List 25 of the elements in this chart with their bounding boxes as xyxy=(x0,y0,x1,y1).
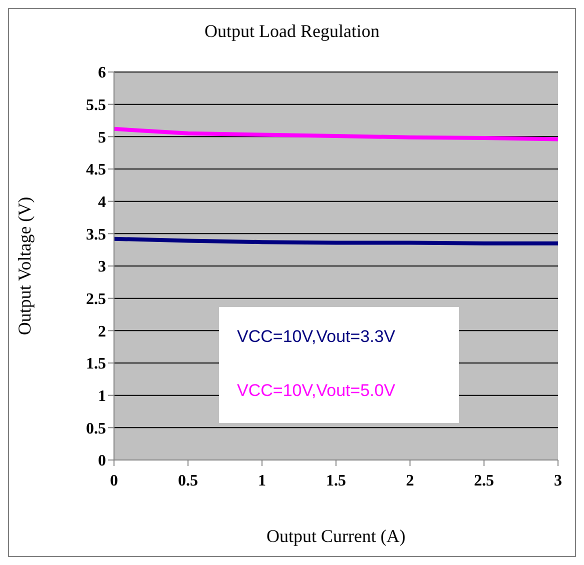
y-tick-label: 2.5 xyxy=(86,291,106,308)
y-axis-title: Output Voltage (V) xyxy=(14,196,34,336)
y-tick-label: 4 xyxy=(98,194,106,212)
y-tick-label: 5 xyxy=(98,129,106,146)
y-tick-label: 3 xyxy=(98,258,106,276)
line-series xyxy=(114,126,558,142)
y-tick-label: 0.5 xyxy=(86,420,106,438)
y-tick-label: 6 xyxy=(98,64,106,82)
y-tick-label: 2 xyxy=(98,323,106,340)
x-tick-label: 2 xyxy=(406,472,414,490)
y-tick-label: 1.5 xyxy=(86,356,106,373)
x-tick-label: 3 xyxy=(554,472,562,490)
x-tick-label: 0.5 xyxy=(178,472,198,490)
chart-title: Output Load Regulation xyxy=(204,21,380,42)
y-tick-label: 0 xyxy=(98,452,106,470)
x-tick-label: 2.5 xyxy=(474,472,494,490)
legend: VCC=10V,Vout=3.3V VCC=10V,Vout=5.0V xyxy=(219,307,459,423)
y-tick-label: 5.5 xyxy=(86,97,106,114)
x-tick-label: 1.5 xyxy=(326,472,346,490)
x-tick-label: 1 xyxy=(258,472,266,490)
y-tick-label: 1 xyxy=(98,388,106,406)
x-tick-label: 0 xyxy=(110,472,118,490)
x-axis-title: Output Current (A) xyxy=(266,526,406,546)
y-tick-label: 4.5 xyxy=(86,162,106,179)
y-tick-label: 3.5 xyxy=(86,226,106,244)
